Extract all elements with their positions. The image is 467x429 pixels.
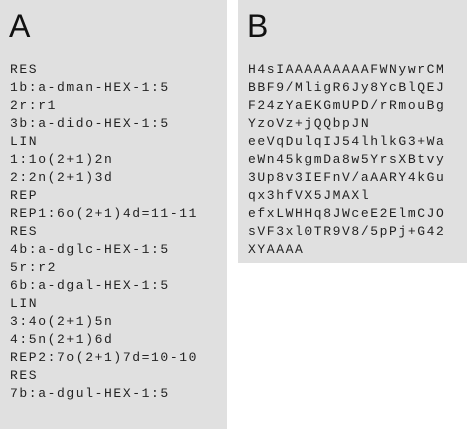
code-line: 1b:a-dman-HEX-1:5 — [10, 80, 170, 95]
code-line: RES — [10, 62, 39, 77]
code-line: BBF9/MligR6Jy8YcBlQEJ — [248, 80, 446, 95]
code-line: REP — [10, 188, 39, 203]
code-line: 4:5n(2+1)6d — [10, 332, 114, 347]
code-line: LIN — [10, 134, 39, 149]
code-line: sVF3xl0TR9V8/5pPj+G42 — [248, 224, 446, 239]
code-line: XYAAAA — [248, 242, 305, 257]
code-block: H4sIAAAAAAAAAFWNywrCM BBF9/MligR6Jy8YcBlQ… — [248, 61, 445, 259]
code-block: RES 1b:a-dman-HEX-1:5 2r:r1 3b:a-dido-HEX-1… — [10, 61, 198, 403]
code-line: 4b:a-dglc-HEX-1:5 — [10, 242, 170, 257]
code-line: 7b:a-dgul-HEX-1:5 — [10, 386, 170, 401]
code-line: 3b:a-dido-HEX-1:5 — [10, 116, 170, 131]
code-line: 6b:a-dgal-HEX-1:5 — [10, 278, 170, 293]
code-line: 3Up8v3IEFnV/aAARY4kGu — [248, 170, 446, 185]
code-line: REP1:6o(2+1)4d=11-11 — [10, 206, 199, 221]
code-line: YzoVz+jQQbpJN — [248, 116, 371, 131]
code-line: 1:1o(2+1)2n — [10, 152, 114, 167]
panel-a: A RES 1b:a-dman-HEX-1:5 2r:r1 3b:a-dido-HEX… — [0, 0, 227, 429]
code-line: qx3hfVX5JMAXl — [248, 188, 371, 203]
code-line: H4sIAAAAAAAAAFWNywrCM — [248, 62, 446, 77]
code-line: eeVqDulqIJ54lhlkG3+Wa — [248, 134, 446, 149]
code-line: REP2:7o(2+1)7d=10-10 — [10, 350, 199, 365]
code-line: LIN — [10, 296, 39, 311]
code-line: 2:2n(2+1)3d — [10, 170, 114, 185]
panel-label: B — [247, 8, 269, 44]
panel-b: B H4sIAAAAAAAAAFWNywrCM BBF9/MligR6Jy8YcB… — [238, 0, 467, 263]
panel-label: A — [9, 8, 31, 44]
code-line: 2r:r1 — [10, 98, 58, 113]
code-line: 3:4o(2+1)5n — [10, 314, 114, 329]
code-line: RES — [10, 224, 39, 239]
code-line: F24zYaEKGmUPD/rRmouBg — [248, 98, 446, 113]
code-line: eWn45kgmDa8w5YrsXBtvy — [248, 152, 446, 167]
code-line: RES — [10, 368, 39, 383]
code-line: 5r:r2 — [10, 260, 58, 275]
code-line: efxLWHHq8JWceE2ElmCJO — [248, 206, 446, 221]
